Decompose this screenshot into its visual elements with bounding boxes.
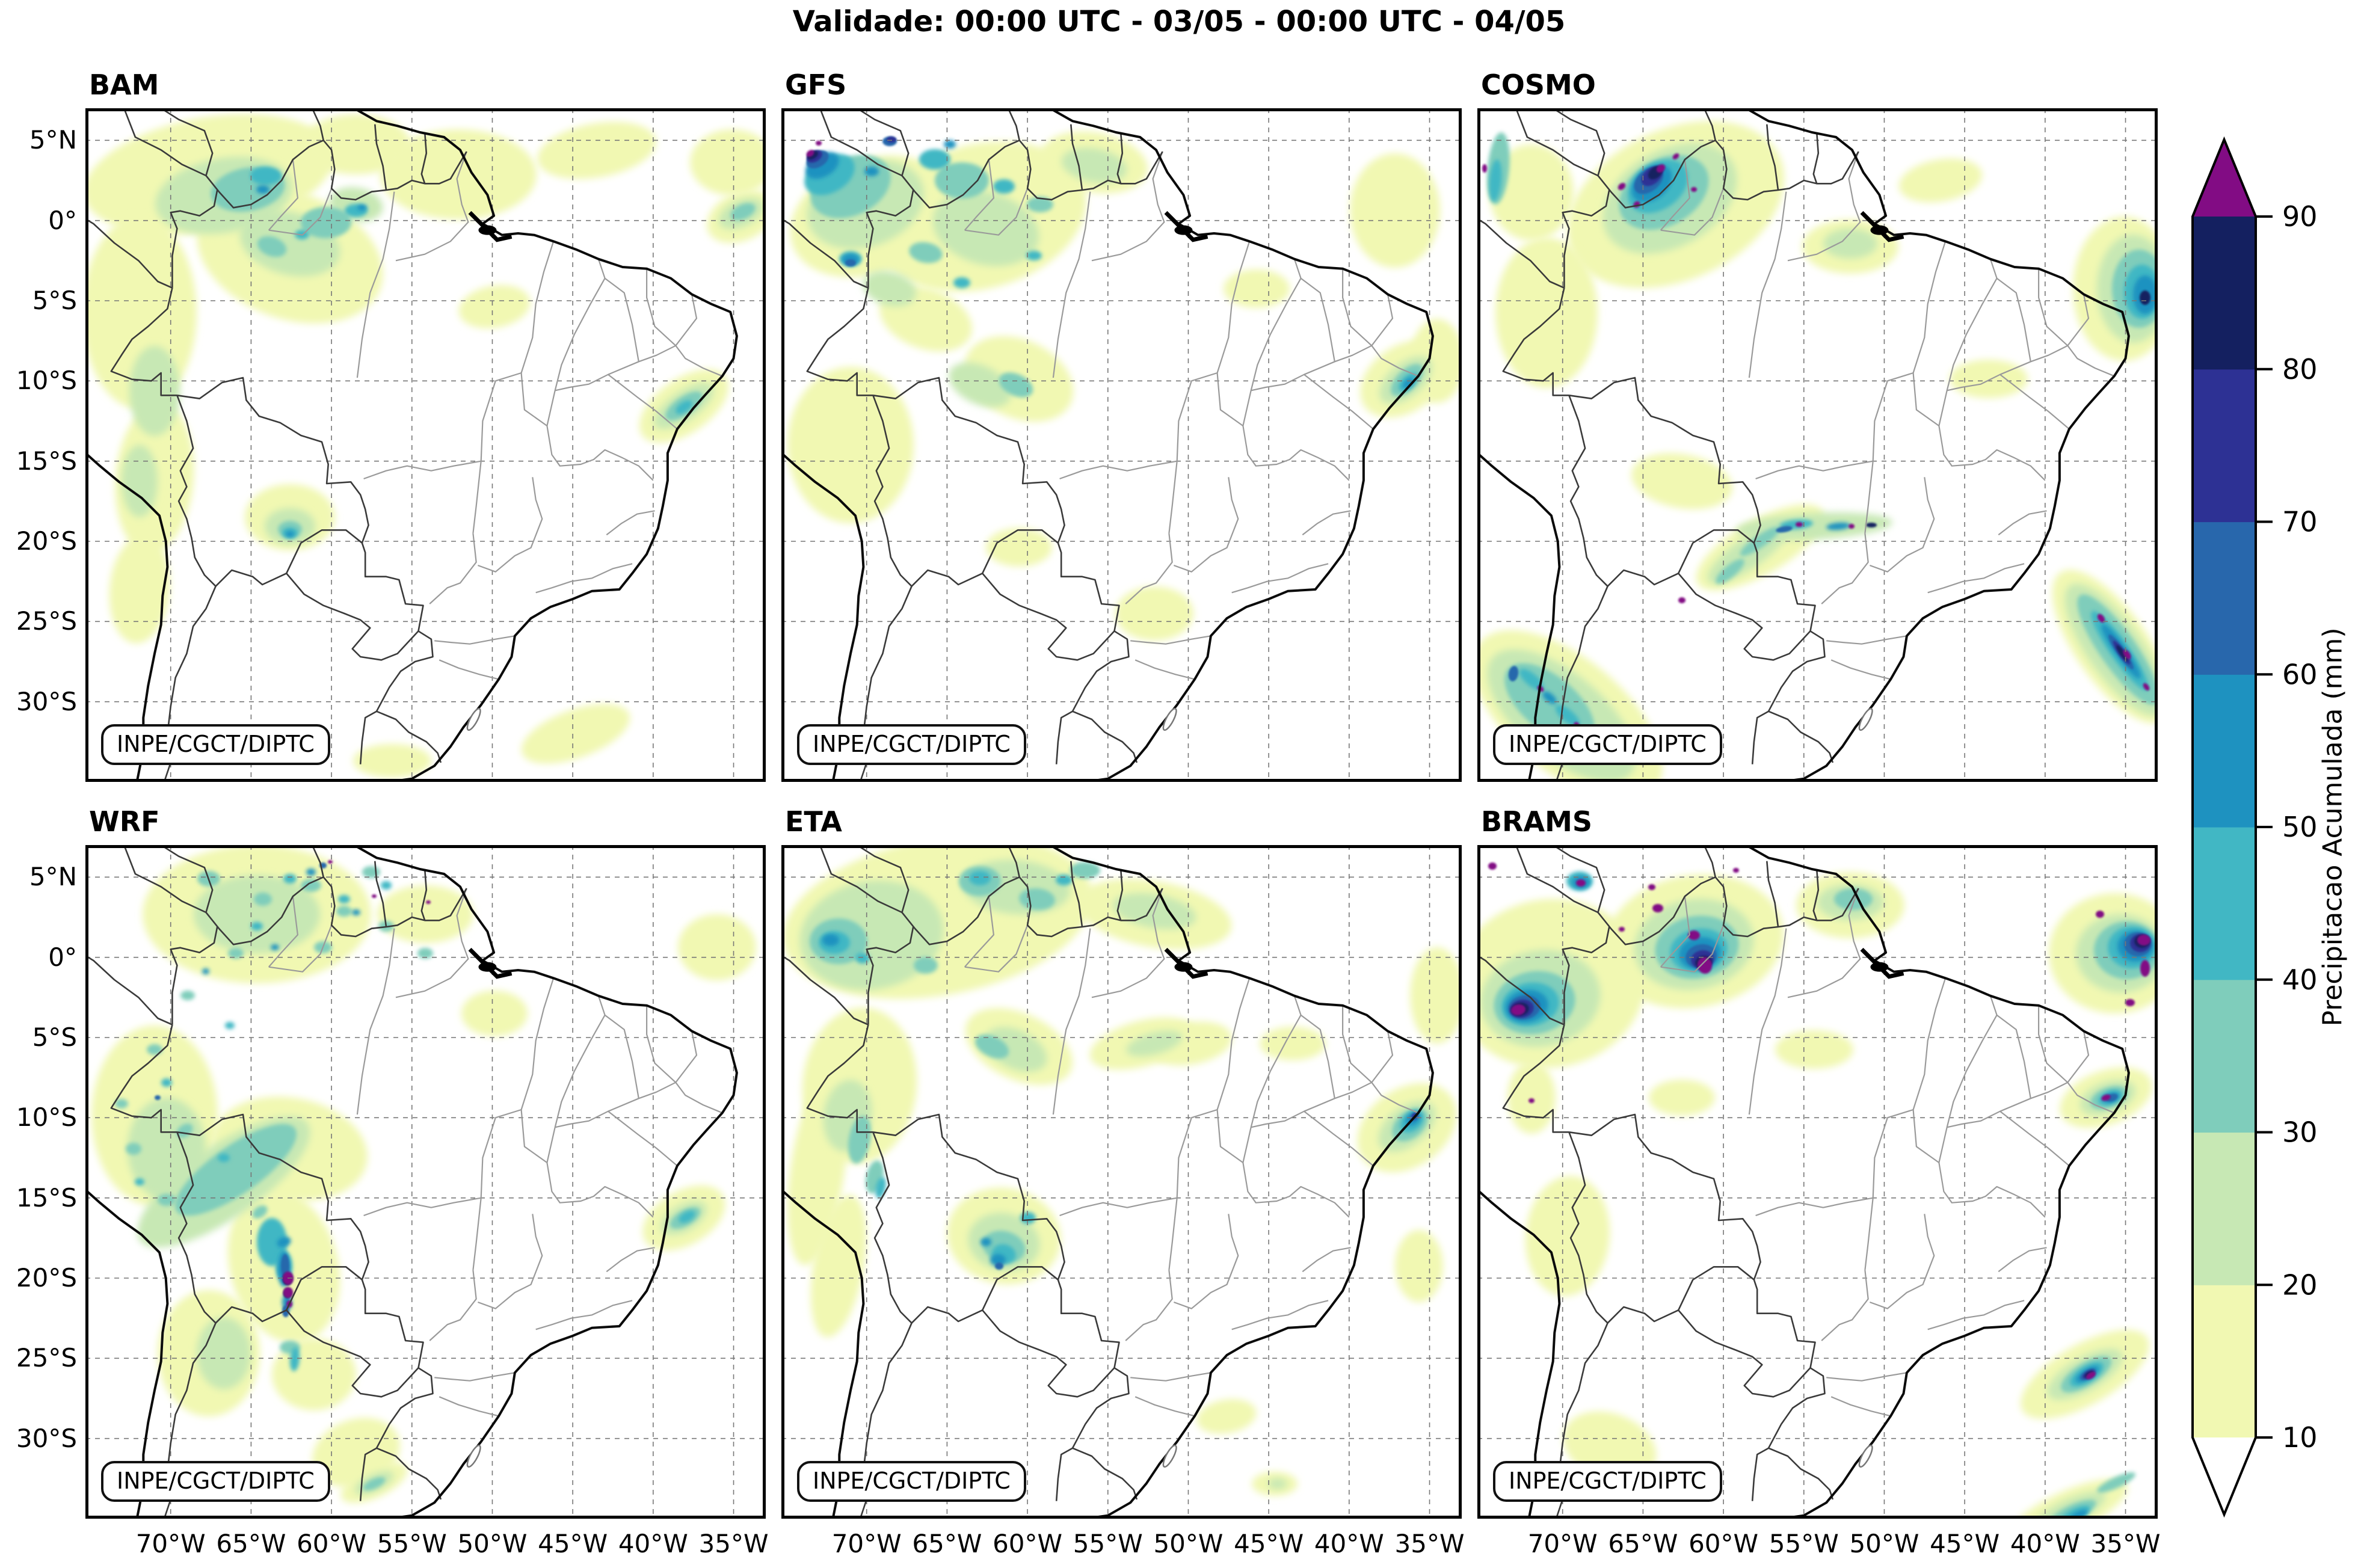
panel-title-brams: BRAMS	[1481, 805, 1592, 838]
x-tick-label: 60°W	[297, 1529, 367, 1558]
colorbar-tick-label: 90	[2282, 200, 2318, 233]
x-tick-label: 50°W	[457, 1529, 528, 1558]
panel-title-eta: ETA	[785, 805, 842, 838]
map-eta	[781, 845, 1462, 1519]
y-tick-label: 5°N	[29, 125, 77, 155]
x-tick-label: 70°W	[1527, 1529, 1598, 1558]
x-tick-label: 35°W	[698, 1529, 769, 1558]
x-tick-label: 55°W	[1769, 1529, 1839, 1558]
x-tick-label: 65°W	[912, 1529, 982, 1558]
panel-annotation-badge: INPE/CGCT/DIPTC	[797, 1461, 1026, 1502]
x-tick-label: 35°W	[2090, 1529, 2161, 1558]
x-tick-label: 65°W	[216, 1529, 286, 1558]
colorbar: 90 80 70 60 50 40 30 20 10	[2159, 90, 2358, 1534]
colorbar-tick-label: 20	[2282, 1268, 2318, 1301]
x-tick-label: 40°W	[618, 1529, 688, 1558]
x-tick-label: 60°W	[993, 1529, 1063, 1558]
x-tick-label: 65°W	[1608, 1529, 1678, 1558]
colorbar-tick-label: 60	[2282, 658, 2318, 690]
panel-annotation-badge: INPE/CGCT/DIPTC	[101, 1461, 330, 1502]
colorbar-tick-label: 70	[2282, 506, 2318, 538]
x-tick-label: 50°W	[1153, 1529, 1224, 1558]
colorbar-axis-label: Precipitacao Acumulada (mm)	[2317, 627, 2348, 1027]
figure-title: Validade: 00:00 UTC - 03/05 - 00:00 UTC …	[792, 5, 1566, 38]
x-tick-label: 45°W	[538, 1529, 608, 1558]
colorbar-tick-label: 50	[2282, 811, 2318, 843]
colorbar-tick-label: 30	[2282, 1116, 2318, 1149]
x-tick-label: 50°W	[1849, 1529, 1919, 1558]
map-gfs	[781, 108, 1462, 782]
y-tick-label: 5°N	[29, 862, 77, 892]
panel-annotation-badge: INPE/CGCT/DIPTC	[1493, 1461, 1722, 1502]
y-tick-label: 10°S	[16, 1102, 77, 1133]
x-tick-label: 60°W	[1688, 1529, 1759, 1558]
panel-bam: BAM INPE/CGCT/DIPTC	[85, 69, 766, 782]
y-tick-label: 20°S	[16, 1263, 77, 1293]
panel-eta: ETA INPE/CGCT/DIPTC	[781, 805, 1462, 1519]
y-tick-label: 25°S	[16, 1343, 77, 1373]
x-tick-label: 70°W	[831, 1529, 902, 1558]
x-tick-label: 40°W	[1314, 1529, 1384, 1558]
colorbar-tick-label: 40	[2282, 964, 2318, 996]
x-tick-label: 45°W	[1234, 1529, 1304, 1558]
panel-annotation-badge: INPE/CGCT/DIPTC	[1493, 724, 1722, 765]
x-tick-label: 45°W	[1930, 1529, 2000, 1558]
y-tick-label: 15°S	[16, 1182, 77, 1213]
x-tick-label: 55°W	[377, 1529, 447, 1558]
y-tick-label: 0°	[48, 942, 77, 972]
x-tick-label: 35°W	[1394, 1529, 1465, 1558]
panel-wrf: WRF INPE/CGCT/DIPTC	[85, 805, 766, 1519]
x-tick-label: 40°W	[2010, 1529, 2080, 1558]
x-tick-label: 55°W	[1073, 1529, 1143, 1558]
colorbar-tick-label: 80	[2282, 353, 2318, 386]
map-cosmo	[1477, 108, 2158, 782]
y-tick-label: 5°S	[32, 286, 77, 315]
y-tick-label: 25°S	[16, 606, 77, 636]
y-tick-label: 10°S	[16, 366, 77, 396]
panel-annotation-badge: INPE/CGCT/DIPTC	[797, 724, 1026, 765]
y-tick-label: 15°S	[16, 446, 77, 476]
panel-gfs: GFS INPE/CGCT/DIPTC	[781, 69, 1462, 782]
map-bam	[85, 108, 766, 782]
y-tick-label: 20°S	[16, 526, 77, 556]
panel-title-cosmo: COSMO	[1481, 69, 1596, 101]
map-brams	[1477, 845, 2158, 1519]
y-tick-label: 5°S	[32, 1022, 77, 1052]
panel-title-bam: BAM	[89, 69, 159, 101]
panel-cosmo: COSMO INPE/CGCT/DIPTC	[1477, 69, 2158, 782]
y-tick-label: 30°S	[16, 1423, 77, 1453]
panel-title-gfs: GFS	[785, 69, 847, 101]
panel-brams: BRAMS INPE/CGCT/DIPTC	[1477, 805, 2158, 1519]
y-tick-label: 30°S	[16, 686, 77, 716]
colorbar-svg: 90 80 70 60 50 40 30 20 10	[2191, 136, 2318, 1518]
x-tick-label: 70°W	[135, 1529, 206, 1558]
y-tick-label: 0°	[48, 205, 77, 235]
colorbar-tick-label: 10	[2282, 1421, 2318, 1454]
panel-title-wrf: WRF	[89, 805, 160, 838]
panel-annotation-badge: INPE/CGCT/DIPTC	[101, 724, 330, 765]
map-wrf	[85, 845, 766, 1519]
